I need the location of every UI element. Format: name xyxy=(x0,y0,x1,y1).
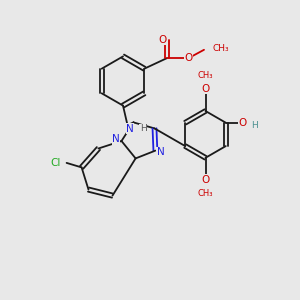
Text: O: O xyxy=(201,175,210,185)
Text: N: N xyxy=(126,124,134,134)
Text: O: O xyxy=(158,34,166,45)
Text: CH₃: CH₃ xyxy=(212,44,229,53)
Text: H: H xyxy=(140,124,146,133)
Text: O: O xyxy=(239,118,247,128)
Text: H: H xyxy=(251,121,258,130)
Text: CH₃: CH₃ xyxy=(198,189,213,198)
Text: O: O xyxy=(201,84,210,94)
Text: CH₃: CH₃ xyxy=(198,70,213,80)
Text: O: O xyxy=(184,53,193,63)
Text: N: N xyxy=(157,147,165,157)
Text: Cl: Cl xyxy=(50,158,61,168)
Text: N: N xyxy=(112,134,120,145)
